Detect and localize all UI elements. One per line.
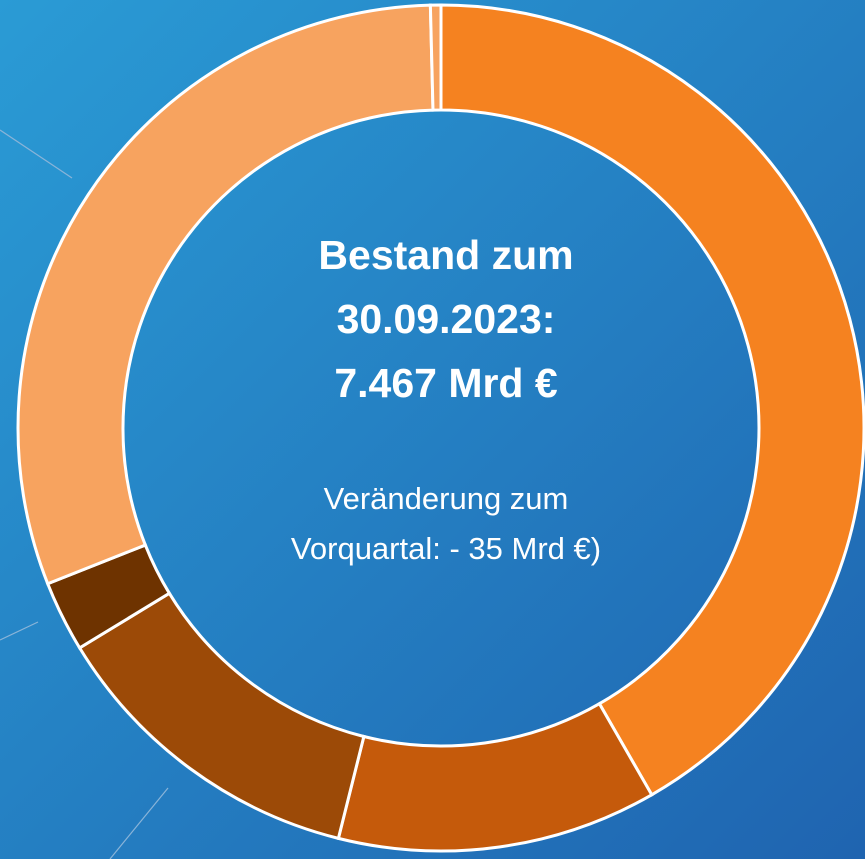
donut: [16, 3, 865, 853]
donut-segment: [428, 3, 443, 112]
center-title: Bestand zum: [318, 232, 573, 278]
decoration: [0, 129, 169, 859]
donut-segment: [16, 3, 435, 586]
donut-segment: [439, 3, 865, 797]
center-subtitle: Vorquartal: - 35 Mrd €): [291, 531, 601, 566]
center-subtitle: Veränderung zum: [324, 481, 569, 516]
center-text: Bestand zum 30.09.2023: 7.467 Mrd € Verände…: [291, 232, 601, 566]
center-title: 7.467 Mrd €: [334, 360, 558, 406]
center-title: 30.09.2023:: [337, 296, 556, 342]
